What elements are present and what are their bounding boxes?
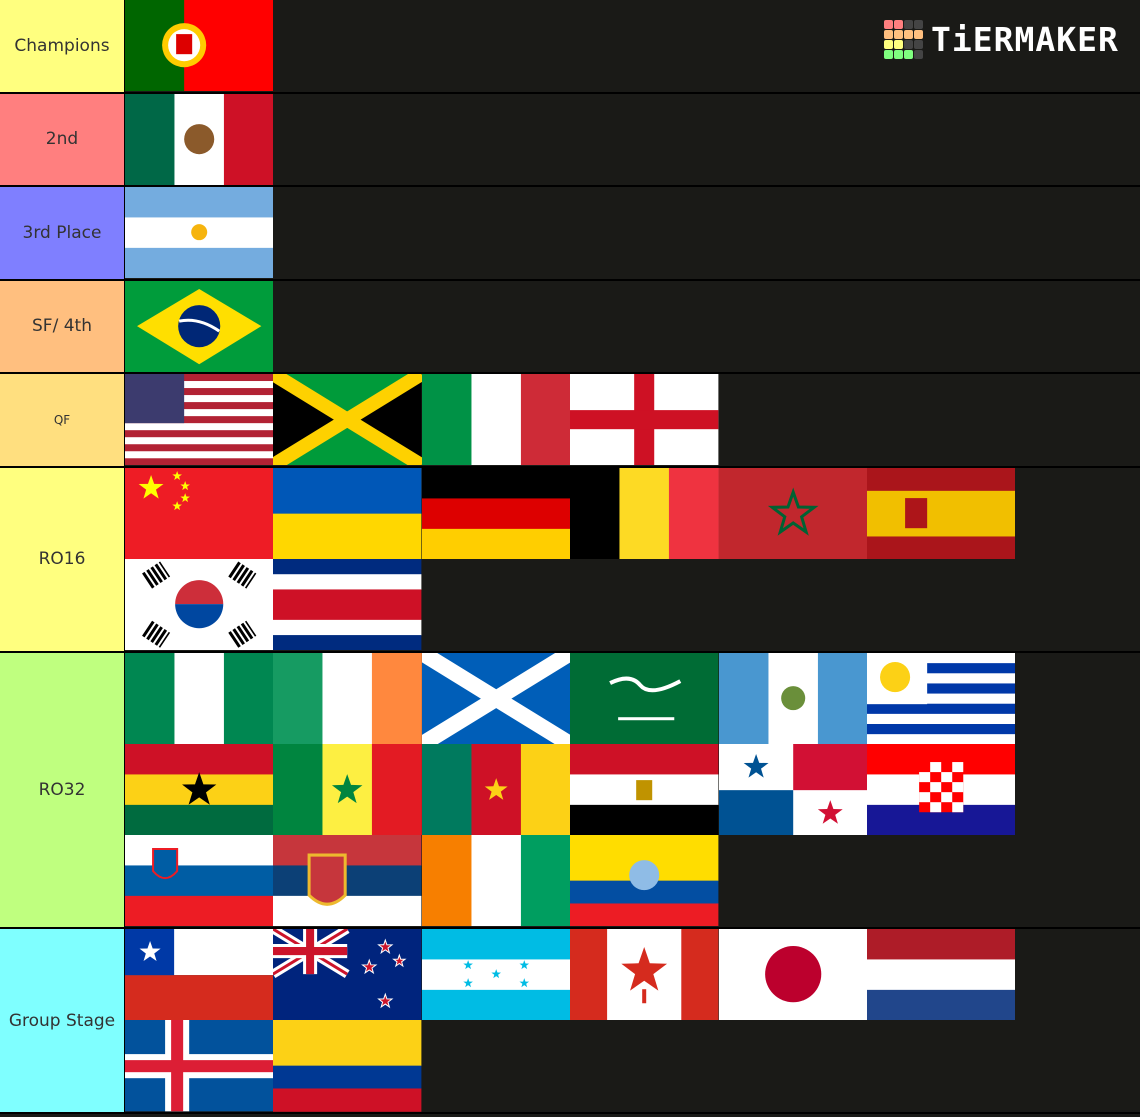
tier-items [125, 652, 1140, 928]
panama-flag-icon[interactable] [718, 743, 867, 836]
tier-label[interactable]: Group Stage [0, 929, 125, 1112]
logo-text: TiERMAKER [931, 20, 1119, 59]
croatia-flag-icon[interactable] [866, 743, 1016, 836]
logo-grid-icon [884, 20, 923, 59]
uruguay-flag-icon[interactable] [866, 652, 1016, 744]
logo-square [904, 30, 913, 39]
logo-square [884, 40, 893, 49]
tier-row: SF/ 4th [0, 280, 1140, 374]
spain-flag-icon[interactable] [866, 467, 1016, 559]
logo-square [894, 40, 903, 49]
logo-square [904, 50, 913, 59]
egypt-flag-icon[interactable] [570, 743, 719, 836]
new-zealand-flag-icon[interactable] [273, 929, 422, 1021]
costa-rica-flag-icon[interactable] [273, 558, 422, 651]
ecuador-flag-icon[interactable] [570, 835, 719, 927]
logo-square [914, 30, 923, 39]
tier-row: RO32 [0, 652, 1140, 929]
china-flag-icon[interactable] [125, 467, 274, 559]
serbia-flag-icon[interactable] [273, 835, 422, 927]
tier-label[interactable]: 3rd Place [0, 187, 125, 279]
honduras-flag-icon[interactable] [421, 929, 571, 1021]
portugal-flag-icon[interactable] [125, 0, 274, 92]
logo-square [914, 20, 923, 29]
senegal-flag-icon[interactable] [273, 743, 422, 836]
tier-items [125, 93, 1140, 186]
germany-flag-icon[interactable] [421, 467, 571, 559]
ivory-coast-flag-icon[interactable] [421, 835, 571, 927]
japan-flag-icon[interactable] [718, 929, 867, 1021]
tier-row: QF [0, 374, 1140, 468]
nigeria-flag-icon[interactable] [125, 652, 274, 744]
scotland-flag-icon[interactable] [421, 652, 571, 744]
ireland-flag-icon[interactable] [273, 652, 422, 744]
iceland-flag-icon[interactable] [125, 1020, 274, 1112]
tier-label[interactable]: 2nd [0, 93, 125, 185]
tier-items [125, 467, 1140, 651]
morocco-flag-icon[interactable] [718, 467, 867, 559]
tier-row: RO16 [0, 467, 1140, 653]
england-flag-icon[interactable] [570, 374, 719, 466]
chile-flag-icon[interactable] [125, 929, 274, 1021]
argentina-flag-icon[interactable] [125, 187, 274, 279]
south-korea-flag-icon[interactable] [125, 558, 274, 651]
saudi-arabia-flag-icon[interactable] [570, 652, 719, 744]
tier-row: 2nd [0, 93, 1140, 187]
tier-label[interactable]: SF/ 4th [0, 280, 125, 372]
tier-row: Champions [0, 0, 1140, 94]
canada-flag-icon[interactable] [570, 929, 719, 1021]
mexico-flag-icon[interactable] [125, 93, 274, 185]
tier-label[interactable]: QF [0, 374, 125, 466]
tier-items [125, 929, 1140, 1112]
tier-label[interactable]: Champions [0, 0, 125, 92]
jamaica-flag-icon[interactable] [273, 374, 422, 466]
tiermaker-logo: TiERMAKER [884, 20, 1119, 59]
logo-square [894, 50, 903, 59]
tier-row: 3rd Place [0, 187, 1140, 281]
logo-square [884, 20, 893, 29]
usa-flag-icon[interactable] [125, 374, 274, 466]
logo-square [914, 50, 923, 59]
guatemala-flag-icon[interactable] [718, 652, 867, 744]
brazil-flag-icon[interactable] [125, 280, 274, 372]
tier-label[interactable]: RO16 [0, 467, 125, 651]
belgium-flag-icon[interactable] [570, 467, 719, 559]
logo-square [884, 50, 893, 59]
logo-square [894, 20, 903, 29]
tier-items [125, 0, 1140, 92]
logo-square [894, 30, 903, 39]
italy-flag-icon[interactable] [421, 374, 571, 466]
colombia-flag-icon[interactable] [273, 1020, 422, 1112]
tier-row: Group Stage [0, 929, 1140, 1114]
ukraine-flag-icon[interactable] [273, 467, 422, 559]
tier-items [125, 187, 1140, 279]
tier-label[interactable]: RO32 [0, 652, 125, 927]
ghana-flag-icon[interactable] [125, 743, 274, 836]
slovenia-flag-icon[interactable] [125, 835, 274, 927]
tier-items [125, 280, 1140, 373]
logo-square [904, 40, 913, 49]
cameroon-flag-icon[interactable] [421, 743, 571, 836]
logo-square [904, 20, 913, 29]
netherlands-flag-icon[interactable] [866, 929, 1016, 1021]
logo-square [914, 40, 923, 49]
tier-items [125, 374, 1140, 466]
logo-square [884, 30, 893, 39]
